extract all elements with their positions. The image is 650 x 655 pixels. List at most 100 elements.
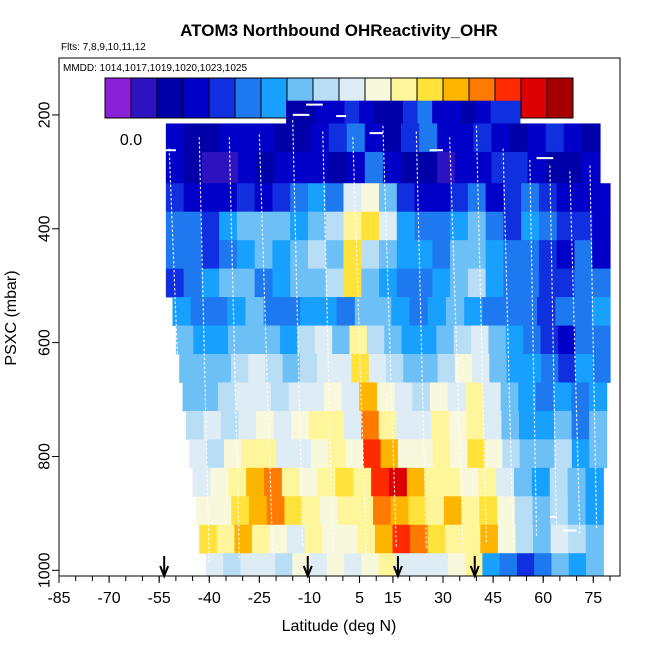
heatmap-cell [201,240,220,270]
heatmap-cell [376,382,396,412]
heatmap-cell [574,183,593,213]
colorbar-swatch [261,78,288,118]
heatmap-cell [224,439,243,469]
heatmap-cell [410,524,429,554]
heatmap-cell [581,151,601,184]
heatmap-cell [256,123,275,153]
colorbar-tick-label: 0.0 [120,132,142,149]
heatmap-cell [527,151,547,184]
heatmap-cell [448,410,467,440]
heatmap-cell [485,211,504,241]
heatmap-cell [432,268,451,298]
heatmap-cell [400,123,420,153]
heatmap-cell [467,211,487,241]
subtitle-dates: MMDD: 1014,1017,1019,1020,1023,1025 [63,63,247,74]
heatmap-cell [238,151,257,184]
heatmap-cell [450,439,469,469]
heatmap-cell [165,123,185,153]
heatmap-cell [165,240,185,270]
heatmap-cell [396,211,416,241]
x-tick-label: 45 [484,590,502,607]
flight-track [292,120,304,549]
heatmap-cell [380,439,399,469]
heatmap-cell [334,354,353,383]
heatmap-cell [538,183,558,213]
heatmap-cell [379,183,398,213]
heatmap-cell [592,268,611,298]
heatmap-cell [220,151,239,184]
heatmap-cell [396,183,416,213]
heatmap-cell [373,297,392,326]
heatmap-cell [238,410,257,440]
heatmap-cell [193,325,212,355]
heatmap-cell [257,553,276,577]
heatmap-cell [217,382,237,412]
heatmap-cell [272,240,291,270]
heatmap-cell [467,439,486,469]
heatmap-cell [467,268,487,298]
heatmap-cell [503,240,522,270]
heatmap-cell [227,325,246,355]
heatmap-cell [343,183,362,213]
heatmap-cell [236,268,256,298]
heatmap-cell [408,496,427,526]
heatmap-cell [246,467,265,497]
y-axis-label: PSXC (mbar) [3,270,20,365]
heatmap-cell [447,553,466,577]
heatmap-cell [445,524,464,554]
heatmap-cell [293,439,312,469]
heatmap-cell [453,325,472,355]
heatmap-cell [516,553,535,577]
heatmap-cell [415,439,434,469]
heatmap-cell [437,354,456,383]
heatmap-cell [540,325,559,355]
heatmap-cell [282,354,301,383]
heatmap-cell [200,382,219,412]
x-axis-label: Latitude (deg N) [282,618,397,635]
heatmap-cell [309,553,328,577]
heatmap-cell [269,524,288,554]
heatmap-cell [437,151,456,184]
heatmap-cell [549,467,569,497]
heatmap-cell [238,123,257,153]
heatmap-cell [503,183,522,213]
heatmap-cell [575,354,594,383]
heatmap-cell [482,382,502,412]
heatmap-cell [571,439,590,469]
heatmap-cell [323,382,343,412]
heatmap-cell [366,325,385,355]
heatmap-cell [586,553,604,577]
heatmap-cell [450,211,469,241]
heatmap-cell [241,439,260,469]
heatmap-cell [455,123,474,153]
heatmap-cell [401,325,420,355]
heatmap-cell [273,410,292,440]
heatmap-cell [302,496,321,526]
heatmap-cell [374,524,394,554]
heatmap-cell [254,183,274,213]
heatmap-cell [505,100,521,124]
heatmap-cell [392,524,411,554]
heatmap-cell [496,467,515,497]
heatmap-cell [454,354,473,383]
heatmap-cell [417,100,433,124]
heatmap-cell [471,325,490,355]
heatmap-cell [378,410,397,440]
x-axis: -85 -70 -55 -40 -25 -10 5 15 30 45 60 75 [47,576,611,607]
y-axis: 200 400 600 800 1000 [37,101,59,588]
heatmap-cell [378,553,397,577]
heatmap-cell [450,240,469,270]
heatmap-cell [219,268,238,298]
heatmap-cell [190,297,210,326]
heatmap-cell [571,410,590,440]
heatmap-cell [450,183,469,213]
heatmap-cell [472,354,490,383]
colorbar-swatch [105,78,132,118]
heatmap-cell [328,439,347,469]
y-tick-label: 1000 [37,552,54,588]
heatmap-cell [300,100,316,124]
heatmap-cell [500,297,520,326]
heatmap-cell [371,467,390,497]
heatmap-cell [299,467,319,497]
